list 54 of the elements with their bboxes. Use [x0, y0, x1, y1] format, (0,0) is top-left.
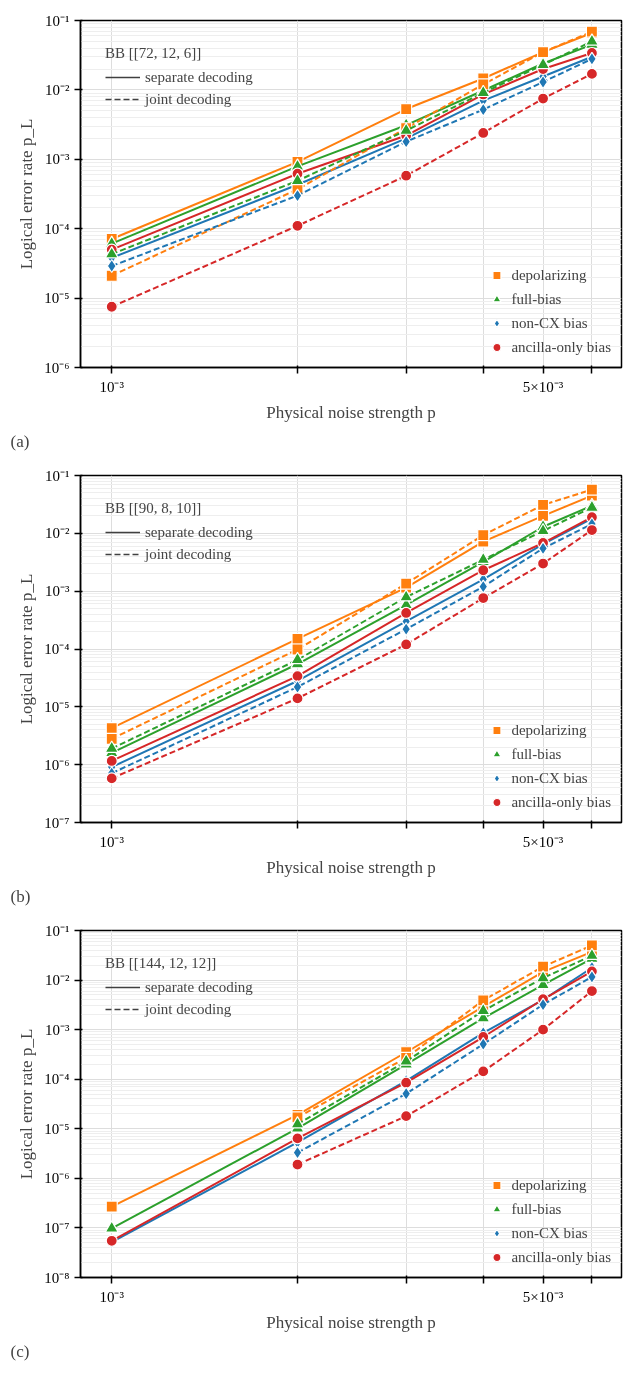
y-tick-label: 10⁻² [45, 525, 70, 542]
legend-title: BB [[72, 12, 6]] [105, 45, 203, 62]
y-tick-label: 10⁻¹ [45, 922, 70, 939]
y-tick-label: 10⁻⁷ [44, 1219, 70, 1236]
legend-label: non-CX bias [511, 313, 588, 333]
x-axis-title: Physical noise strength p [266, 1312, 436, 1332]
y-tick-label: 10⁻² [45, 972, 70, 989]
legend-label: full-bias [511, 1199, 562, 1219]
y-axis-title: Logical error rate p_L [17, 573, 37, 725]
y-tick-label: 10⁻⁶ [44, 1170, 70, 1187]
legend-label: depolarizing [511, 720, 587, 740]
y-tick-label: 10⁻⁸ [44, 1269, 70, 1286]
legend-label: depolarizing [511, 265, 587, 285]
y-tick-label: 10⁻⁵ [44, 290, 70, 307]
legend-label: full-bias [511, 744, 562, 764]
y-tick-label: 10⁻³ [45, 151, 70, 168]
annotation: separate decoding [145, 978, 253, 996]
annotation: separate decoding [145, 523, 253, 541]
y-tick-label: 10⁻⁶ [44, 756, 70, 773]
legend-title: BB [[90, 8, 10]] [105, 500, 203, 517]
x-tick-label: 5×10⁻³ [522, 378, 564, 395]
y-tick-label: 10⁻² [45, 81, 70, 98]
text: (c) [10, 1341, 30, 1361]
legend-label: full-bias [511, 289, 562, 309]
y-axis-title: Logical error rate p_L [17, 1028, 37, 1180]
legend-label: non-CX bias [511, 1223, 588, 1243]
x-axis-title: Physical noise strength p [266, 402, 436, 422]
legend-label: ancilla-only bias [511, 1247, 611, 1267]
y-tick-label: 10⁻⁴ [44, 1071, 70, 1088]
y-tick-label: 10⁻³ [45, 583, 70, 600]
y-tick-label: 10⁻¹ [45, 12, 70, 29]
x-axis-title: Physical noise strength p [266, 857, 436, 877]
text: (b) [10, 886, 31, 906]
text: (a) [10, 431, 30, 451]
y-tick-label: 10⁻⁵ [44, 1120, 70, 1137]
legend-title: BB [[144, 12, 12]] [105, 955, 218, 972]
y-tick-label: 10⁻⁵ [44, 698, 70, 715]
annotation: separate decoding [145, 68, 253, 86]
y-tick-label: 10⁻⁶ [44, 359, 70, 376]
y-tick-label: 10⁻⁴ [44, 220, 70, 237]
annotation: joint decoding [145, 90, 232, 108]
y-tick-label: 10⁻¹ [45, 467, 70, 484]
y-axis-title: Logical error rate p_L [17, 118, 37, 270]
y-tick-label: 10⁻⁷ [44, 814, 70, 831]
legend-label: non-CX bias [511, 768, 588, 788]
x-tick-label: 5×10⁻³ [522, 1288, 564, 1305]
y-tick-label: 10⁻³ [45, 1021, 70, 1038]
legend-label: ancilla-only bias [511, 792, 611, 812]
x-tick-label: 5×10⁻³ [522, 833, 564, 850]
y-tick-label: 10⁻⁴ [44, 641, 70, 657]
legend-label: ancilla-only bias [511, 337, 611, 357]
annotation: joint decoding [145, 1000, 232, 1018]
legend-label: depolarizing [511, 1175, 587, 1195]
annotation: joint decoding [145, 545, 232, 563]
